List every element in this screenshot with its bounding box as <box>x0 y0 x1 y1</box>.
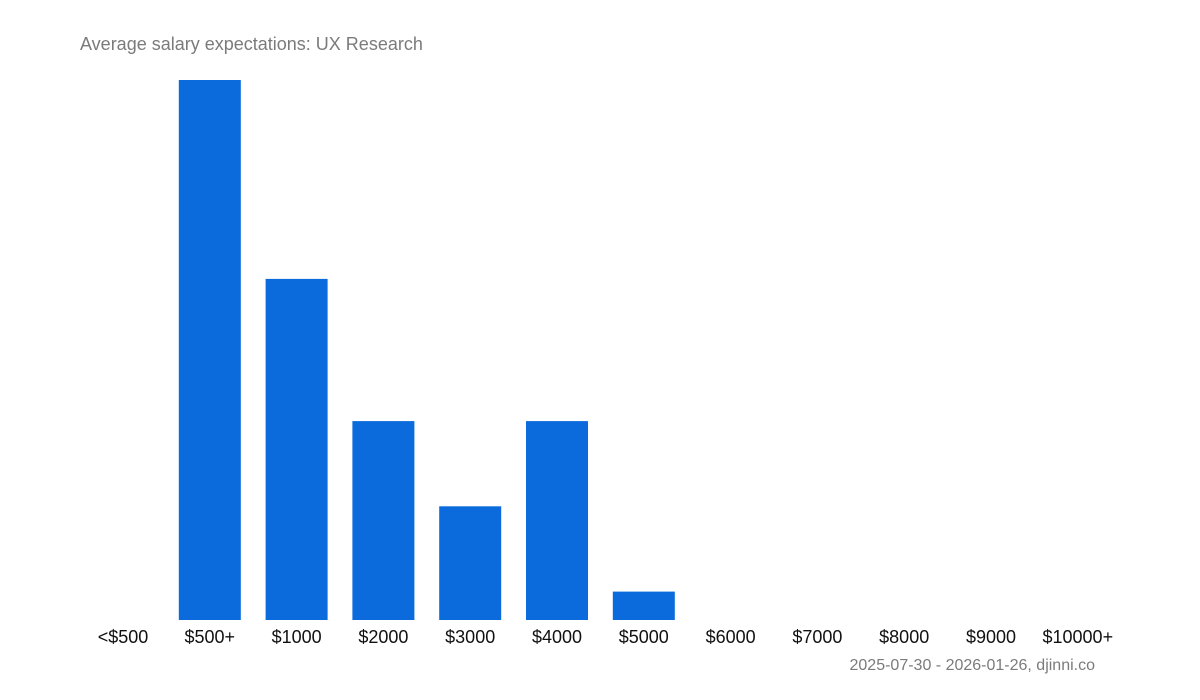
x-tick-label-500: $500+ <box>185 627 236 647</box>
x-tick-label-9000: $9000 <box>966 627 1016 647</box>
x-tick-label-5000: $5000 <box>619 627 669 647</box>
bar-500 <box>178 80 241 620</box>
bar-4000 <box>526 421 588 620</box>
x-tick-label-500: <$500 <box>98 627 149 647</box>
x-tick-label-1000: $1000 <box>272 627 322 647</box>
bars-layer <box>178 80 675 620</box>
x-axis-tick-labels: <$500 $500+ $1000 $2000 $3000 $4000 $5000 $6000… <box>98 627 1113 647</box>
x-tick-label-4000: $4000 <box>532 627 582 647</box>
x-tick-label-7000: $7000 <box>792 627 842 647</box>
x-tick-label-10000: $10000+ <box>1043 627 1114 647</box>
bar-3000 <box>439 506 502 620</box>
x-tick-label-8000: $8000 <box>879 627 929 647</box>
bar-2000 <box>352 421 415 620</box>
x-tick-label-3000: $3000 <box>445 627 495 647</box>
x-tick-label-2000: $2000 <box>358 627 408 647</box>
footnote: 2025-07-30 - 2026-01-26, djinni.co <box>850 657 1096 674</box>
chart-title: Average salary expectations: UX Research <box>80 34 423 54</box>
x-tick-label-6000: $6000 <box>706 627 756 647</box>
bar-5000 <box>612 591 675 620</box>
bar-1000 <box>265 278 328 620</box>
